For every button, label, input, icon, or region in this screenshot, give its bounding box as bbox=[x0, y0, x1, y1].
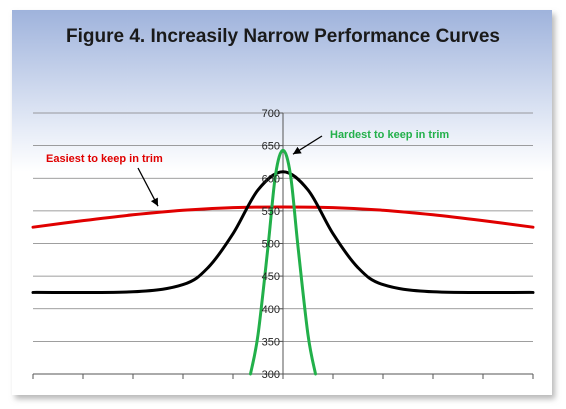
y-tick-label: 650 bbox=[262, 141, 280, 153]
series-line-easiest bbox=[31, 205, 535, 229]
chart-panel bbox=[12, 10, 552, 395]
y-tick-label: 450 bbox=[262, 271, 280, 283]
annotation-arrow-easiest bbox=[137, 167, 159, 207]
y-tick-label: 300 bbox=[262, 369, 280, 381]
y-tick-label: 600 bbox=[262, 173, 280, 185]
y-tick-label: 350 bbox=[262, 336, 280, 348]
y-tick-label: 550 bbox=[262, 206, 280, 218]
axes bbox=[32, 112, 534, 379]
y-tick-label: 500 bbox=[262, 239, 280, 251]
series-line-middle bbox=[31, 170, 535, 295]
annotations: Easiest to keep in trim Hardest to keep i… bbox=[46, 129, 449, 207]
series-line-hardest bbox=[249, 148, 317, 376]
y-tick-label: 700 bbox=[262, 108, 280, 120]
series-group bbox=[31, 148, 535, 376]
chart-title: Figure 4. Increasily Narrow Performance … bbox=[66, 26, 500, 47]
annotation-hardest: Hardest to keep in trim bbox=[330, 129, 449, 141]
annotation-easiest: Easiest to keep in trim bbox=[46, 153, 163, 165]
tick-labels: 300 350 400 450 500 550 600 650 700 bbox=[262, 108, 280, 381]
annotation-arrow-hardest bbox=[292, 135, 323, 155]
y-tick-label: 400 bbox=[262, 304, 280, 316]
